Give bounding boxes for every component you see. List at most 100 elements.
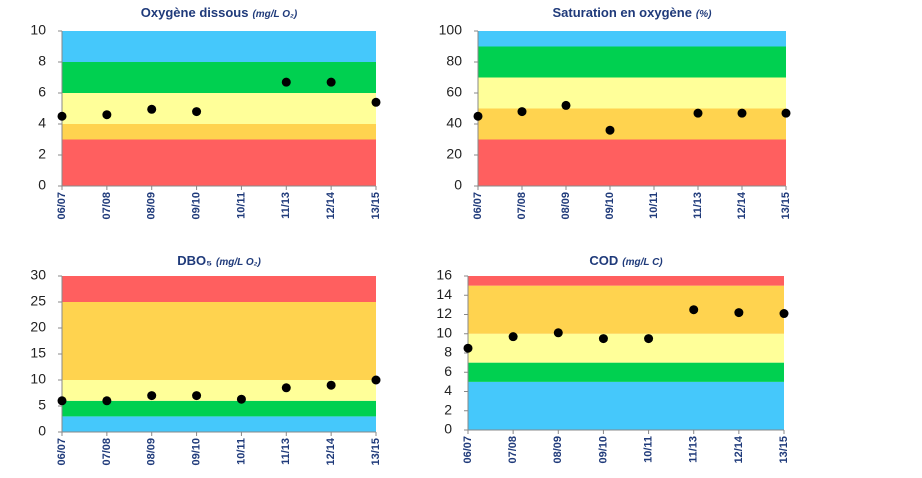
- quality-band: [62, 276, 376, 302]
- title-unit: (mg/L O₂): [252, 9, 297, 20]
- x-tick-label: 06/07: [56, 438, 68, 466]
- chart-title: DBO₅ (mg/L O₂): [177, 253, 261, 268]
- y-tick-label: 10: [436, 324, 452, 340]
- quality-band: [468, 276, 784, 286]
- data-point: [371, 375, 381, 385]
- x-tick-label: 10/11: [235, 438, 247, 465]
- y-tick-label: 0: [444, 421, 452, 437]
- x-tick-label: 10/11: [642, 436, 654, 463]
- quality-band: [478, 77, 786, 109]
- data-point: [644, 334, 654, 344]
- data-point: [508, 332, 518, 342]
- x-tick-label: 12/14: [325, 437, 337, 465]
- y-tick-label: 5: [38, 397, 46, 413]
- data-point: [598, 334, 608, 344]
- data-point: [689, 305, 699, 315]
- y-tick-label: 10: [30, 22, 46, 38]
- data-point: [781, 108, 791, 118]
- data-point: [473, 111, 483, 121]
- x-tick-label: 07/08: [101, 192, 113, 220]
- data-point: [57, 111, 67, 121]
- title-unit: (mg/L C): [622, 257, 663, 268]
- y-tick-label: 80: [446, 53, 462, 69]
- quality-band: [468, 381, 784, 430]
- x-tick-label: 13/15: [780, 192, 792, 220]
- data-point: [192, 391, 202, 401]
- chart-title: Oxygène dissous (mg/L O₂): [141, 5, 298, 20]
- quality-band: [62, 124, 376, 140]
- data-point: [326, 77, 336, 87]
- quality-band: [62, 400, 376, 417]
- data-point: [779, 309, 789, 319]
- y-tick-label: 8: [38, 53, 46, 69]
- data-point: [236, 394, 246, 404]
- data-point: [605, 125, 615, 135]
- title-main: Saturation en oxygène: [553, 5, 692, 20]
- title-unit: (mg/L O₂): [216, 257, 261, 268]
- data-point: [734, 308, 744, 318]
- y-tick-label: 40: [446, 115, 462, 131]
- y-tick-label: 8: [444, 344, 452, 360]
- y-tick-label: 14: [436, 286, 452, 302]
- data-point: [281, 77, 291, 87]
- quality-band: [468, 285, 784, 334]
- x-tick-label: 07/08: [507, 436, 519, 464]
- data-point: [102, 396, 112, 406]
- x-tick-label: 10/11: [648, 192, 660, 219]
- quality-band: [478, 139, 786, 186]
- x-tick-label: 09/10: [190, 438, 202, 466]
- y-tick-label: 2: [38, 146, 46, 162]
- x-tick-label: 11/13: [280, 438, 292, 465]
- data-point: [147, 104, 157, 114]
- y-tick-label: 10: [30, 371, 46, 387]
- data-point: [463, 343, 473, 353]
- y-tick-label: 0: [38, 423, 46, 439]
- y-tick-label: 15: [30, 345, 46, 361]
- x-tick-label: 09/10: [597, 436, 609, 464]
- x-tick-label: 13/15: [778, 436, 790, 464]
- x-tick-label: 12/14: [736, 191, 748, 219]
- x-tick-label: 06/07: [56, 192, 68, 220]
- y-tick-label: 20: [446, 146, 462, 162]
- y-tick-label: 4: [38, 115, 46, 131]
- x-tick-label: 09/10: [190, 192, 202, 220]
- data-point: [147, 391, 157, 401]
- title-main: COD: [589, 253, 618, 268]
- x-tick-label: 12/14: [733, 435, 745, 463]
- title-main: Oxygène dissous: [141, 5, 249, 20]
- data-point: [57, 396, 67, 406]
- quality-band: [62, 302, 376, 380]
- y-tick-label: 60: [446, 84, 462, 100]
- data-point: [326, 380, 336, 390]
- chart-title: Saturation en oxygène (%): [553, 5, 713, 20]
- y-tick-label: 100: [439, 22, 463, 38]
- title-unit: (%): [696, 9, 712, 20]
- x-tick-label: 10/11: [235, 192, 247, 219]
- y-tick-label: 16: [436, 267, 452, 283]
- x-tick-label: 07/08: [101, 438, 113, 466]
- data-point: [737, 108, 747, 118]
- y-tick-label: 6: [38, 84, 46, 100]
- data-point: [281, 383, 291, 393]
- data-point: [517, 107, 527, 117]
- x-tick-label: 12/14: [325, 191, 337, 219]
- x-tick-label: 06/07: [472, 192, 484, 220]
- y-tick-label: 0: [454, 177, 462, 193]
- data-point: [561, 100, 571, 110]
- x-tick-label: 11/13: [280, 192, 292, 219]
- quality-band: [62, 380, 376, 401]
- y-tick-label: 2: [444, 401, 452, 417]
- y-tick-label: 25: [30, 293, 46, 309]
- x-tick-label: 08/09: [146, 192, 158, 220]
- x-tick-label: 08/09: [560, 192, 572, 220]
- y-tick-label: 6: [444, 363, 452, 379]
- y-tick-label: 30: [30, 267, 46, 283]
- quality-band: [478, 46, 786, 78]
- x-tick-label: 11/13: [688, 436, 700, 463]
- data-point: [192, 107, 202, 117]
- quality-band: [62, 93, 376, 124]
- y-tick-label: 4: [444, 382, 452, 398]
- quality-band: [478, 108, 786, 140]
- y-tick-label: 20: [30, 319, 46, 335]
